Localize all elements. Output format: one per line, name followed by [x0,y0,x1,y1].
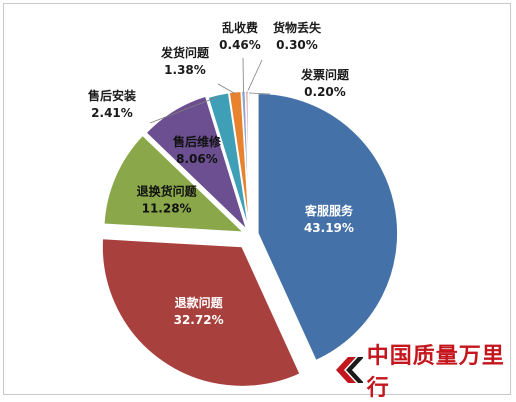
watermark-text: 中国质量万里行 [367,338,512,402]
slice-value-0: 43.19% [304,221,354,235]
slice-value-7: 0.30% [276,38,318,52]
slice-value-2: 11.28% [142,202,192,216]
slice-value-1: 32.72% [174,313,224,327]
slice-label-6: 乱收费 [222,20,258,35]
slice-label-4: 售后安装 [88,88,136,103]
slice-label-2: 退换货问题 [137,184,198,199]
slice-value-4: 2.41% [91,106,133,120]
slice-label-0: 客服服务 [304,203,354,218]
slice-label-5: 发货问题 [160,45,210,60]
slice-label-3: 售后维修 [173,134,222,149]
slice-label-1: 退款问题 [175,295,224,310]
slice-label-7: 货物丢失 [273,20,322,35]
watermark-logo: 中国质量万里行 [332,350,512,390]
slice-value-6: 0.46% [219,38,261,52]
leader-line-7 [247,60,262,93]
slice-label-8: 发票问题 [300,67,350,82]
slice-value-3: 8.06% [176,152,218,166]
slice-value-5: 1.38% [164,63,206,77]
slice-value-8: 0.20% [304,85,346,99]
logo-mark-icon [332,355,363,385]
